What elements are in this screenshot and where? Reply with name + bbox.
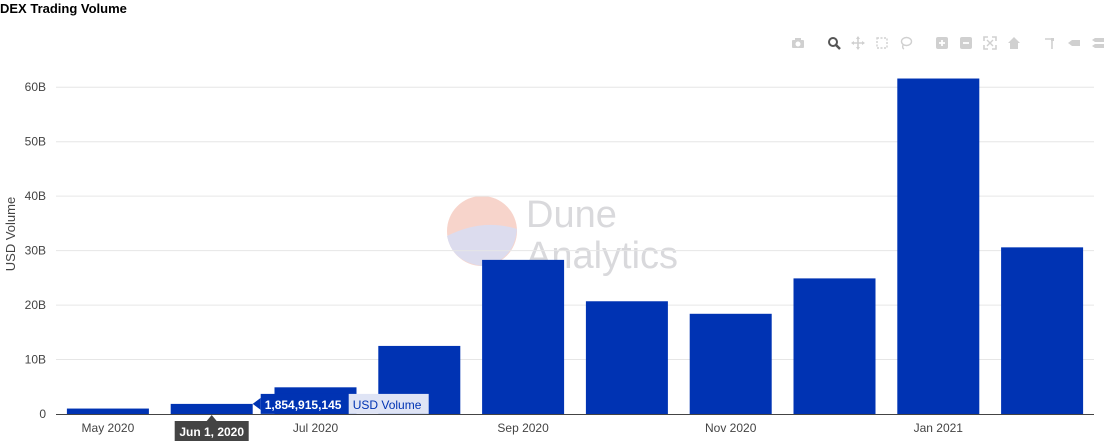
hover-compare-icon[interactable] xyxy=(1088,34,1108,52)
hover-series-label: USD Volume xyxy=(353,398,422,412)
y-tick-labels: 0 10B 20B 30B 40B 50B 60B xyxy=(25,80,47,421)
bar[interactable] xyxy=(482,259,565,414)
hover-closest-icon[interactable] xyxy=(1064,34,1084,52)
hover-value-label: 1,854,915,145 xyxy=(265,398,342,412)
autoscale-icon[interactable] xyxy=(980,34,1000,52)
spike-lines-icon[interactable] xyxy=(1040,34,1060,52)
hover-x-label: Jun 1, 2020 xyxy=(179,425,244,439)
camera-icon[interactable] xyxy=(788,34,808,52)
y-tick-label: 10B xyxy=(25,353,46,367)
bar[interactable] xyxy=(897,78,980,415)
watermark-line1: Dune xyxy=(526,194,617,236)
bar[interactable] xyxy=(170,403,253,414)
watermark-logo-wave-icon xyxy=(447,224,517,266)
bar[interactable] xyxy=(1001,247,1084,414)
hover-x-box xyxy=(174,421,249,441)
bar[interactable] xyxy=(585,301,668,414)
hover-x-pointer xyxy=(206,415,217,421)
y-tick-label: 40B xyxy=(25,189,46,203)
y-tick-label: 30B xyxy=(25,244,46,258)
pan-icon[interactable] xyxy=(848,34,868,52)
bar[interactable] xyxy=(66,408,149,414)
x-tick-labels: May 2020 Jul 2020 Sep 2020 Nov 2020 Jan 2021 xyxy=(82,421,964,435)
lasso-icon[interactable] xyxy=(896,34,916,52)
bar[interactable] xyxy=(793,278,876,414)
zoom-icon[interactable] xyxy=(824,34,844,52)
reset-axes-icon[interactable] xyxy=(1004,34,1024,52)
x-tick-label: Jul 2020 xyxy=(293,421,339,435)
y-tick-label: 60B xyxy=(25,80,46,94)
hover-value-box xyxy=(260,393,349,414)
chart-title: DEX Trading Volume xyxy=(0,1,127,16)
x-tick-label: May 2020 xyxy=(82,421,135,435)
hover-y-pointer xyxy=(252,397,261,410)
y-tick-label: 50B xyxy=(25,135,46,149)
x-tick-label: Jan 2021 xyxy=(914,421,964,435)
x-tick-label: Nov 2020 xyxy=(705,421,757,435)
chart-modebar xyxy=(788,34,1108,52)
zoom-in-icon[interactable] xyxy=(932,34,952,52)
hover-tooltip: Jun 1, 2020 1,854,915,145 USD Volume xyxy=(174,393,429,441)
y-tick-label: 20B xyxy=(25,298,46,312)
box-select-icon[interactable] xyxy=(872,34,892,52)
hover-series-box xyxy=(348,393,429,414)
y-tick-label: 0 xyxy=(39,407,46,421)
y-axis-label: USD Volume xyxy=(3,197,18,271)
bar[interactable] xyxy=(689,313,772,414)
zoom-out-icon[interactable] xyxy=(956,34,976,52)
x-tick-label: Sep 2020 xyxy=(497,421,549,435)
dune-analytics-watermark: Dune Analytics xyxy=(447,194,678,277)
